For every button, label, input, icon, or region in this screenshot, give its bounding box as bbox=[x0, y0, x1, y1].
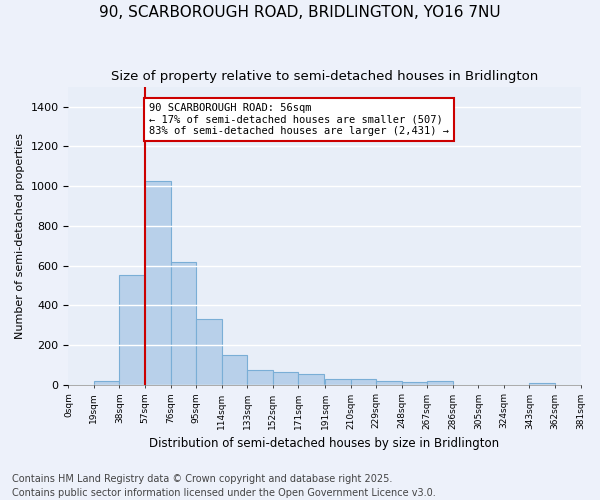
Bar bbox=[427, 381, 453, 384]
Bar bbox=[247, 370, 273, 384]
Bar bbox=[325, 378, 350, 384]
Bar bbox=[221, 355, 247, 384]
Bar bbox=[170, 262, 196, 384]
Bar bbox=[196, 319, 221, 384]
X-axis label: Distribution of semi-detached houses by size in Bridlington: Distribution of semi-detached houses by … bbox=[149, 437, 500, 450]
Bar bbox=[145, 181, 170, 384]
Text: Contains HM Land Registry data © Crown copyright and database right 2025.
Contai: Contains HM Land Registry data © Crown c… bbox=[12, 474, 436, 498]
Bar bbox=[529, 382, 555, 384]
Bar bbox=[119, 274, 145, 384]
Text: 90, SCARBOROUGH ROAD, BRIDLINGTON, YO16 7NU: 90, SCARBOROUGH ROAD, BRIDLINGTON, YO16 … bbox=[99, 5, 501, 20]
Title: Size of property relative to semi-detached houses in Bridlington: Size of property relative to semi-detach… bbox=[111, 70, 538, 83]
Y-axis label: Number of semi-detached properties: Number of semi-detached properties bbox=[15, 133, 25, 339]
Bar bbox=[350, 378, 376, 384]
Bar bbox=[402, 382, 427, 384]
Bar bbox=[298, 374, 324, 384]
Bar bbox=[273, 372, 298, 384]
Text: 90 SCARBOROUGH ROAD: 56sqm
← 17% of semi-detached houses are smaller (507)
83% o: 90 SCARBOROUGH ROAD: 56sqm ← 17% of semi… bbox=[149, 103, 449, 136]
Bar bbox=[376, 380, 402, 384]
Bar bbox=[94, 380, 119, 384]
